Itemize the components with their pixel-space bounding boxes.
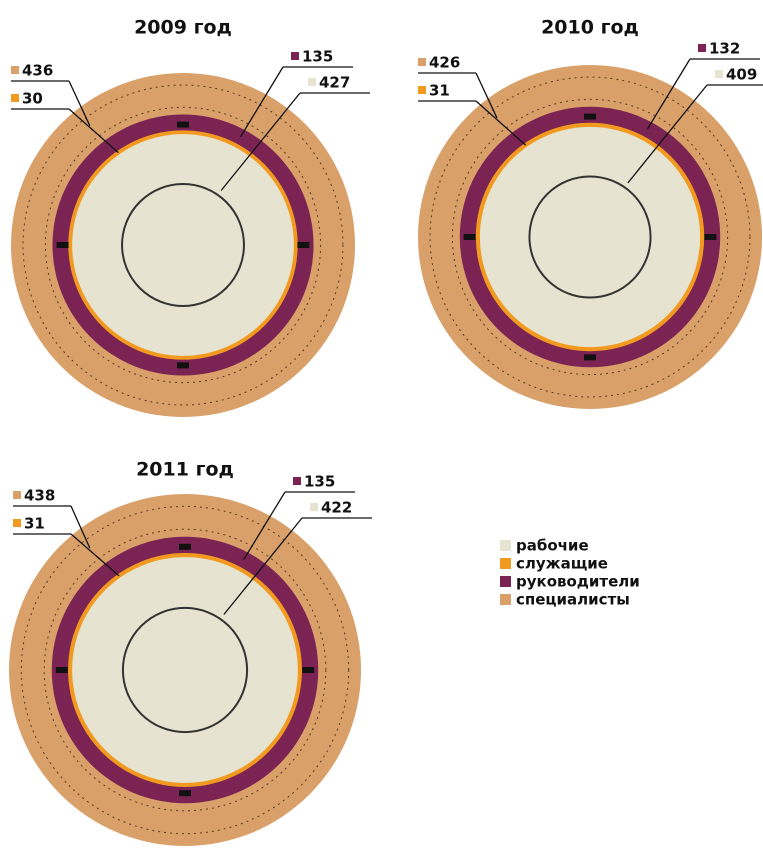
legend-label: руководители (516, 573, 640, 591)
decor-mark (177, 362, 189, 368)
infographic: 2009 год 427 30 135 436 2010 год 409 31 132 426 20… (0, 0, 763, 857)
value-label: 132 (709, 40, 740, 58)
chart-title: 2010 год (541, 17, 639, 39)
decor-mark (179, 544, 191, 550)
label-swatch (293, 477, 301, 485)
decor-mark (57, 242, 69, 248)
value-label: 31 (24, 515, 45, 533)
decor-mark (177, 122, 189, 128)
value-label: 135 (304, 473, 335, 491)
legend-label: специалисты (516, 591, 630, 609)
chart-title: 2009 год (134, 17, 232, 39)
decor-mark (179, 790, 191, 796)
value-label: 427 (319, 74, 350, 92)
legend-swatch (500, 558, 511, 569)
label-swatch (13, 491, 21, 499)
value-label: 30 (22, 90, 43, 108)
label-swatch (308, 78, 316, 86)
ring (72, 557, 298, 783)
legend-swatch (500, 540, 511, 551)
value-label: 438 (24, 487, 55, 505)
decor-mark (584, 354, 596, 360)
label-swatch (418, 58, 426, 66)
decor-mark (302, 667, 314, 673)
ring (72, 134, 294, 356)
value-label: 31 (429, 82, 450, 100)
chart-title: 2011 год (136, 459, 234, 481)
legend-label: рабочие (516, 537, 589, 555)
legend-swatch (500, 576, 511, 587)
value-label: 436 (22, 62, 53, 80)
decor-mark (56, 667, 68, 673)
label-swatch (13, 519, 21, 527)
label-swatch (418, 86, 426, 94)
legend-label: служащие (516, 555, 608, 573)
label-swatch (11, 66, 19, 74)
label-swatch (715, 70, 723, 78)
decor-mark (704, 234, 716, 240)
decor-mark (464, 234, 476, 240)
value-label: 426 (429, 54, 460, 72)
label-swatch (698, 44, 706, 52)
value-label: 422 (321, 499, 352, 517)
value-label: 409 (726, 66, 757, 84)
legend-swatch (500, 594, 511, 605)
decor-mark (584, 114, 596, 120)
decor-mark (297, 242, 309, 248)
ring (480, 127, 700, 347)
value-label: 135 (302, 48, 333, 66)
label-swatch (291, 52, 299, 60)
label-swatch (310, 503, 318, 511)
label-swatch (11, 94, 19, 102)
